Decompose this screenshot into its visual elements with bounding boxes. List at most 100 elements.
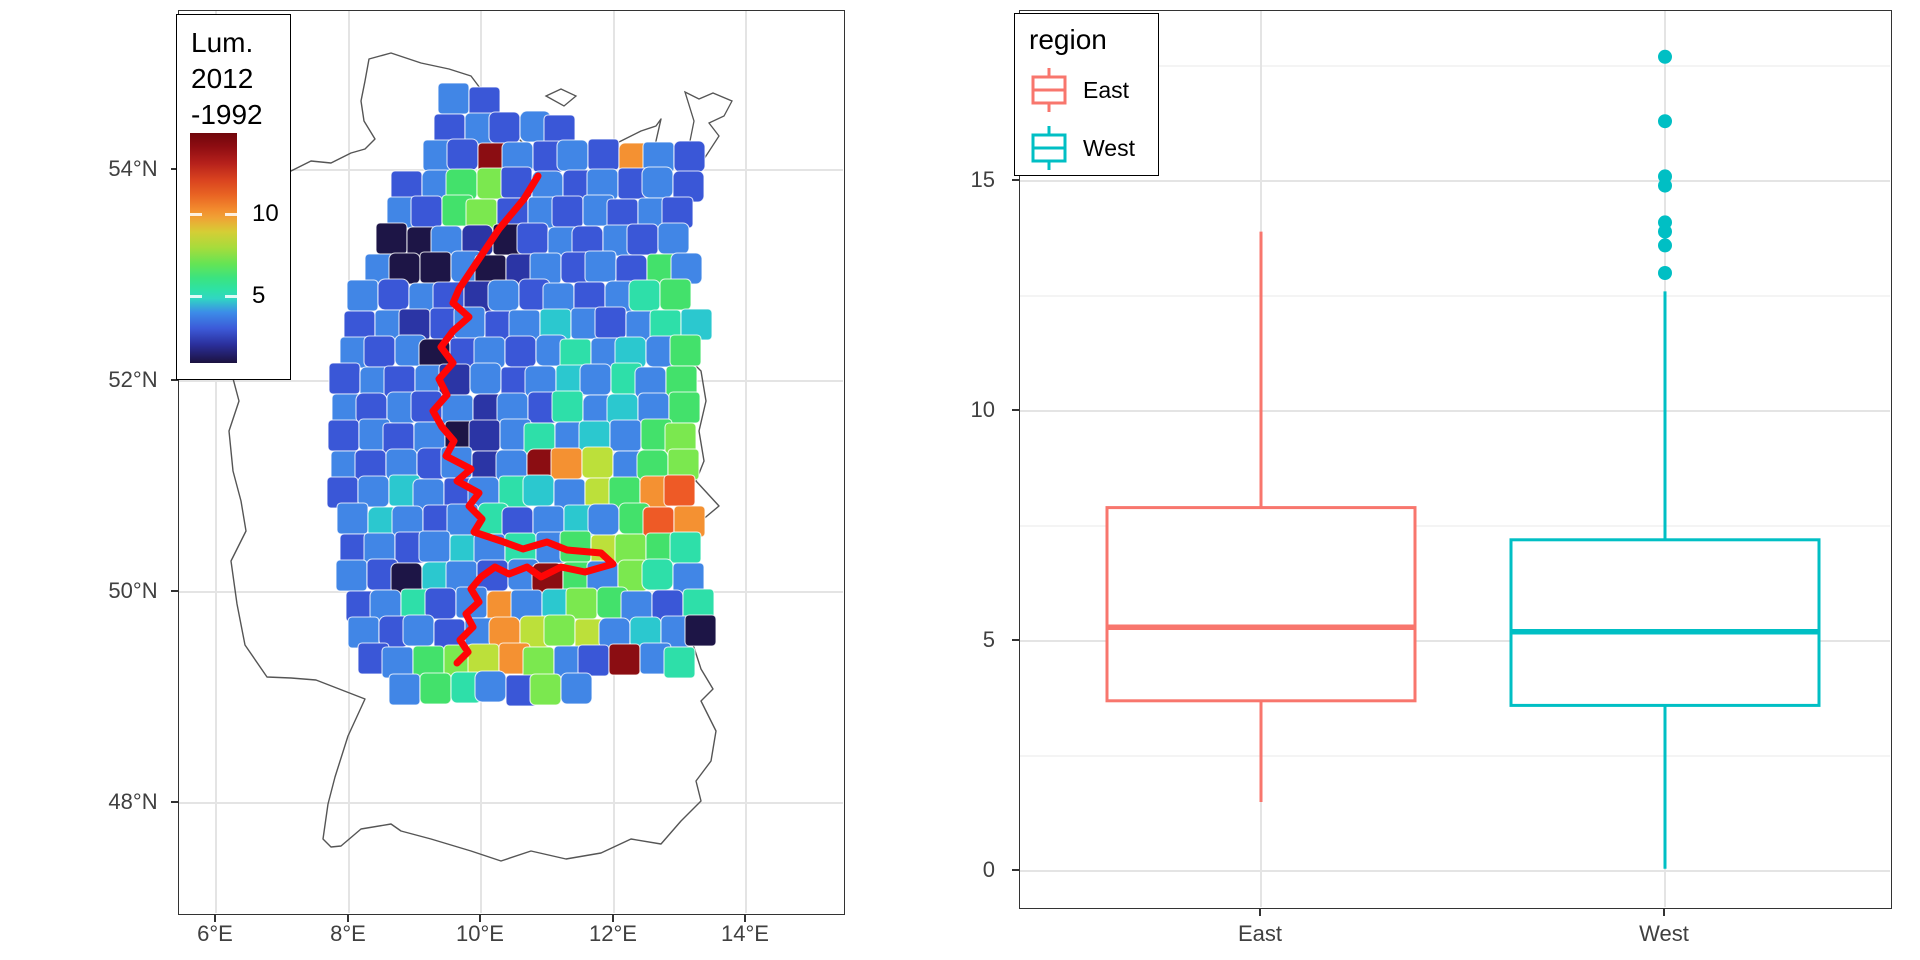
axis-tick-mark bbox=[1663, 909, 1665, 916]
district-cell bbox=[410, 195, 443, 228]
district-cell bbox=[375, 222, 408, 255]
outlier-dot-west bbox=[1658, 238, 1672, 253]
district-cell bbox=[663, 646, 696, 679]
district-cell bbox=[608, 643, 641, 676]
district-cell bbox=[469, 362, 502, 395]
island-outline bbox=[683, 90, 733, 160]
district-cell bbox=[468, 419, 501, 452]
district-cell bbox=[388, 673, 421, 706]
district-cell bbox=[474, 670, 507, 703]
district-cell bbox=[556, 139, 589, 172]
district-cell bbox=[516, 222, 549, 255]
district-cell bbox=[579, 363, 612, 396]
legend-entry-west-label: West bbox=[1083, 134, 1135, 161]
region-legend-title: region bbox=[1029, 24, 1107, 55]
district-cell bbox=[659, 278, 692, 311]
district-cell bbox=[641, 166, 674, 199]
legend-entry-east: East bbox=[1027, 64, 1158, 116]
outlier-dot-west bbox=[1658, 224, 1672, 239]
axis-tick-mark bbox=[1259, 909, 1261, 916]
district-cell bbox=[594, 306, 627, 339]
box-west bbox=[1509, 538, 1821, 707]
district-cell bbox=[437, 82, 470, 115]
boxplot-x-tick-label: East bbox=[1237, 921, 1283, 946]
axis-tick-mark bbox=[1012, 639, 1019, 641]
axis-tick-mark bbox=[479, 915, 481, 922]
map-x-tick-label: 10°E bbox=[456, 921, 504, 946]
district-cell bbox=[587, 138, 620, 171]
colorbar-tick-label: 10 bbox=[252, 200, 279, 227]
axis-tick-mark bbox=[347, 915, 349, 922]
district-cell bbox=[419, 672, 452, 705]
boxplot-y-tick-label: 15 bbox=[970, 167, 995, 192]
west-boxplot-key-icon bbox=[1031, 126, 1067, 170]
map-legend-title-line2: 2012 bbox=[191, 63, 254, 94]
district-cell bbox=[336, 502, 369, 535]
district-cell bbox=[488, 111, 521, 144]
district-cell bbox=[641, 558, 674, 591]
district-cell bbox=[543, 614, 576, 647]
legend-entry-east-label: East bbox=[1083, 76, 1130, 103]
colorbar-tick-label: 5 bbox=[252, 282, 266, 309]
district-cell bbox=[363, 335, 396, 368]
district-cell bbox=[522, 646, 555, 679]
colorbar-tick bbox=[225, 213, 237, 216]
district-cell bbox=[381, 646, 414, 679]
former-border-line bbox=[429, 172, 617, 667]
map-y-tick-label: 48°N bbox=[108, 789, 158, 814]
outlier-dot-west bbox=[1658, 114, 1672, 129]
district-cell bbox=[663, 474, 696, 507]
district-cell bbox=[669, 334, 702, 367]
district-cell bbox=[412, 645, 445, 678]
axis-tick-mark bbox=[214, 915, 216, 922]
island-outline bbox=[544, 88, 578, 107]
colorbar-tick bbox=[190, 295, 202, 298]
map-y-tick-label: 54°N bbox=[108, 156, 158, 181]
district-cell bbox=[560, 672, 593, 705]
outlier-dot-west bbox=[1658, 49, 1672, 64]
district-cell bbox=[402, 614, 435, 647]
district-cell bbox=[550, 447, 583, 480]
district-cell bbox=[626, 223, 659, 256]
axis-tick-mark bbox=[744, 915, 746, 922]
district-cell bbox=[628, 279, 661, 312]
district-cell bbox=[587, 503, 620, 536]
east-boxplot-key-icon bbox=[1031, 68, 1067, 112]
district-cell bbox=[565, 587, 598, 620]
district-cell bbox=[668, 391, 701, 424]
district-cell bbox=[346, 279, 379, 312]
district-cell bbox=[328, 362, 361, 395]
district-cell bbox=[487, 279, 520, 312]
colorbar-gradient bbox=[190, 133, 237, 363]
axis-tick-mark bbox=[171, 590, 178, 592]
map-x-tick-label: 12°E bbox=[589, 921, 637, 946]
district-cell bbox=[669, 531, 702, 564]
district-cell bbox=[673, 140, 706, 173]
colorbar: 10 5 bbox=[190, 133, 279, 363]
map-legend-title-line3: -1992 bbox=[191, 99, 263, 130]
axis-tick-mark bbox=[171, 801, 178, 803]
boxplot-y-tick-label: 5 bbox=[982, 627, 995, 652]
district-cell bbox=[551, 195, 584, 228]
box-east bbox=[1105, 506, 1417, 703]
axis-tick-mark bbox=[171, 168, 178, 170]
district-cell bbox=[377, 278, 410, 311]
region-legend: region East West bbox=[1014, 13, 1159, 176]
map-y-tick-label: 50°N bbox=[108, 578, 158, 603]
boxplot-y-tick-label: 10 bbox=[970, 397, 995, 422]
district-cell bbox=[467, 643, 500, 676]
district-cell bbox=[357, 475, 390, 508]
map-x-tick-label: 14°E bbox=[721, 921, 769, 946]
boxplot-panel bbox=[1019, 10, 1892, 909]
district-cell bbox=[418, 530, 451, 563]
district-cell bbox=[504, 335, 537, 368]
district-cell bbox=[657, 222, 690, 255]
legend-entry-west: West bbox=[1027, 122, 1158, 174]
boxplot-x-tick-label: West bbox=[1639, 921, 1689, 946]
district-cell bbox=[335, 559, 368, 592]
district-cell bbox=[551, 390, 584, 423]
axis-tick-mark bbox=[1012, 869, 1019, 871]
district-cell bbox=[684, 614, 717, 647]
district-cell bbox=[419, 251, 452, 284]
